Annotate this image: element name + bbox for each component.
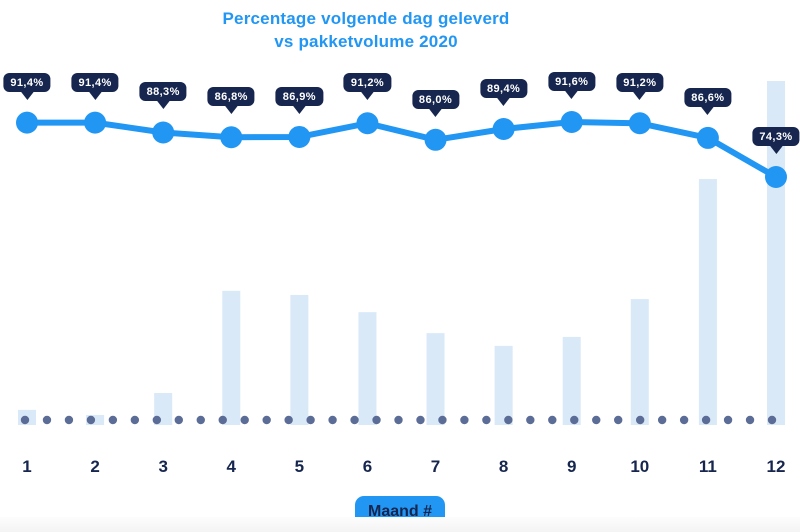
bottom-strip [0, 517, 800, 532]
baseline-dot [701, 415, 711, 425]
baseline-dot [548, 415, 557, 425]
volume-bar [630, 299, 649, 425]
value-badge: 89,4% [480, 78, 528, 98]
volume-bar [290, 294, 309, 425]
baseline-dot [108, 415, 118, 425]
chart-title-line2: vs pakketvolume 2020 [274, 32, 458, 51]
month-tick-label: 3 [158, 457, 168, 476]
value-badge: 86,9% [275, 86, 323, 106]
baseline-dot [152, 415, 162, 425]
chart-title: Percentage volgende dag geleverd vs pakk… [0, 7, 732, 53]
value-badge: 88,3% [139, 82, 187, 102]
value-badge: 91,4% [71, 72, 119, 92]
baseline-dot [570, 415, 579, 425]
month-tick-label: 9 [566, 457, 577, 476]
baseline-dot [745, 415, 755, 425]
baseline-dot [350, 415, 359, 425]
chart-title-line1: Percentage volgende dag geleverd [222, 9, 510, 28]
baseline-dot [262, 415, 271, 425]
baseline-dot [614, 415, 623, 425]
baseline-dot [20, 415, 30, 425]
data-point-marker [84, 111, 107, 134]
baseline-dot [723, 415, 733, 425]
month-tick-label: 1 [22, 457, 32, 476]
data-point-marker [628, 112, 651, 135]
month-tick-label: 4 [226, 457, 236, 476]
data-point-marker [764, 166, 787, 189]
value-badge: 91,2% [343, 73, 392, 93]
baseline-dot [482, 415, 491, 425]
volume-bar [494, 345, 513, 425]
baseline-dot [328, 415, 337, 425]
baseline-dot [592, 415, 601, 425]
baseline-dot [218, 415, 227, 425]
baseline-dot [657, 415, 667, 425]
data-point-marker [356, 112, 379, 135]
month-tick-label: 2 [90, 457, 100, 476]
data-point-marker [696, 126, 719, 149]
baseline-dot [196, 415, 205, 425]
data-point-marker [560, 111, 583, 133]
baseline-dot [306, 415, 315, 425]
baseline-dot [767, 415, 777, 425]
data-point-marker [288, 125, 311, 148]
baseline-dot [635, 415, 645, 425]
data-point-marker [152, 121, 175, 144]
baseline-dot [438, 415, 447, 425]
value-badge: 91,6% [548, 72, 596, 91]
data-point-marker [220, 126, 243, 149]
baseline-dot [526, 415, 535, 425]
value-badge: 86,0% [411, 89, 460, 109]
volume-bar [562, 336, 581, 425]
baseline-dot [130, 415, 140, 425]
baseline-dot [240, 415, 249, 425]
value-badge: 91,4% [3, 72, 51, 92]
baseline-dot [460, 415, 469, 425]
baseline-dot [416, 415, 425, 425]
month-tick-label: 11 [698, 457, 717, 476]
month-tick-label: 6 [362, 457, 373, 476]
percentage-line [24, 119, 779, 181]
month-tick-label: 12 [766, 457, 786, 476]
data-point-marker [424, 128, 447, 151]
baseline-dot [174, 415, 183, 425]
value-badge: 86,6% [684, 87, 732, 107]
month-tick-label: 8 [498, 457, 509, 476]
data-point-marker [16, 111, 38, 134]
volume-bar [358, 312, 377, 425]
baseline-dot [679, 415, 689, 425]
baseline-dot [504, 415, 513, 425]
month-tick-label: 5 [294, 457, 305, 476]
value-badge: 74,3% [752, 127, 800, 146]
value-badge: 86,8% [207, 87, 255, 107]
baseline-dot [284, 415, 293, 425]
baseline-dot [64, 415, 74, 425]
value-badge: 91,2% [616, 73, 664, 93]
volume-bar [698, 179, 717, 425]
baseline-dot [42, 415, 52, 425]
month-tick-label: 10 [630, 457, 650, 476]
data-point-marker [492, 117, 515, 140]
volume-bar [426, 333, 445, 425]
month-tick-label: 7 [430, 457, 441, 476]
baseline-dot [86, 415, 96, 425]
volume-bar [222, 290, 241, 425]
baseline-dot [394, 415, 403, 425]
baseline-dot [372, 415, 381, 425]
